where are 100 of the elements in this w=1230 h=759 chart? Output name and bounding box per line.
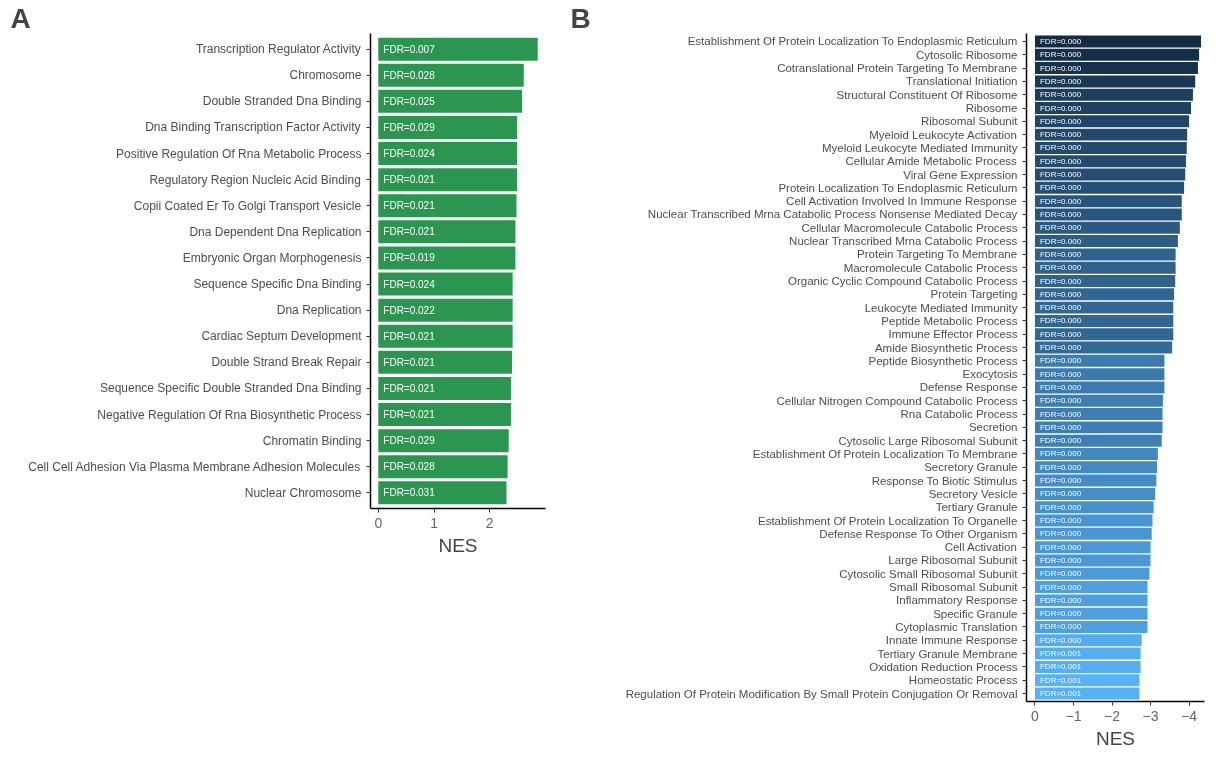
y-tick-label: Sequence Specific Double Stranded Dna Binding (99, 381, 362, 396)
annotation: FDR=0.000 (1039, 555, 1082, 565)
annotation: FDR=0.001 (1039, 675, 1082, 685)
annotation: FDR=0.000 (1039, 422, 1082, 432)
y-tick-label: Rna Catabolic Process (900, 408, 1018, 421)
annotation: FDR=0.000 (1039, 63, 1082, 73)
bar (378, 455, 508, 479)
annotation: FDR=0.000 (1039, 236, 1082, 246)
annotation: FDR=0.000 (1039, 143, 1082, 153)
y-tick-label: Chromatin Binding (262, 433, 362, 448)
annotation: FDR=0.029 (383, 121, 436, 133)
y-tick-label: Cell Activation (944, 541, 1017, 554)
y-tick-label: Embryonic Organ Morphogenesis (182, 250, 362, 265)
annotation: FDR=0.000 (1039, 303, 1082, 313)
annotation: FDR=0.000 (1039, 196, 1082, 206)
y-tick-label: Secretory Granule (924, 461, 1018, 474)
y-tick-label: Small Ribosomal Subunit (889, 581, 1019, 594)
y-tick-label: Large Ribosomal Subunit (888, 554, 1019, 567)
y-tick-label: Nuclear Transcribed Mrna Catabolic Process (789, 235, 1018, 248)
y-tick-label: Innate Immune Response (885, 634, 1018, 647)
annotation: FDR=0.000 (1039, 276, 1082, 286)
annotation: FDR=0.000 (1039, 502, 1082, 512)
y-tick-label: Translational Initiation (906, 75, 1018, 88)
y-tick-label: Oxidation Reduction Process (869, 660, 1018, 673)
bar (378, 115, 518, 139)
bar (378, 37, 538, 61)
y-tick-label: Sequence Specific Dna Binding (193, 277, 362, 292)
annotation: FDR=0.000 (1039, 622, 1082, 632)
y-tick-label: Cotranslational Protein Targeting To Membrane (777, 62, 1018, 75)
annotation: FDR=0.000 (1039, 76, 1082, 86)
annotation: FDR=0.000 (1039, 249, 1082, 259)
annotation: FDR=0.021 (383, 356, 436, 368)
annotation: FDR=0.021 (383, 226, 436, 238)
annotation: FDR=0.000 (1039, 130, 1082, 140)
annotation: FDR=0.000 (1039, 569, 1082, 579)
annotation: FDR=0.000 (1039, 595, 1082, 605)
y-tick-label: Cell Cell Adhesion Via Plasma Membrane Adhesion Molecules (28, 459, 361, 474)
annotation: FDR=0.000 (1039, 529, 1082, 539)
annotation: FDR=0.022 (383, 304, 436, 316)
y-tick-label: Negative Regulation Of Rna Biosynthetic Process (97, 407, 362, 422)
bar (378, 142, 518, 166)
annotation: FDR=0.000 (1039, 316, 1082, 326)
y-tick-label: Chromosome (289, 68, 362, 83)
y-tick-label: Exocytosis (962, 368, 1018, 381)
annotation: FDR=0.019 (383, 252, 436, 264)
bar (378, 194, 517, 218)
annotation: FDR=0.000 (1039, 369, 1082, 379)
y-tick-label: Secretion (968, 421, 1018, 434)
annotation: FDR=0.000 (1039, 103, 1082, 113)
annotation: FDR=0.000 (1039, 516, 1082, 526)
annotation: FDR=0.000 (1039, 409, 1082, 419)
annotation: FDR=0.000 (1039, 329, 1082, 339)
bar (378, 376, 511, 400)
annotation: FDR=0.000 (1039, 183, 1082, 193)
annotation: FDR=0.029 (383, 435, 436, 447)
bar (378, 63, 524, 87)
annotation: FDR=0.000 (1039, 582, 1082, 592)
y-tick-label: Ribosomal Subunit (920, 115, 1019, 128)
bar (378, 298, 513, 322)
y-tick-label: Inflammatory Response (896, 594, 1018, 607)
bar (378, 246, 516, 270)
annotation: FDR=0.031 (383, 487, 436, 499)
y-tick-label: Dna Binding Transcription Factor Activity (145, 120, 361, 135)
annotation: FDR=0.007 (383, 43, 436, 55)
annotation: FDR=0.021 (383, 382, 436, 394)
bar (378, 429, 509, 453)
x-tick-label: 1 (430, 514, 439, 531)
y-tick-label: Cellular Nitrogen Compound Catabolic Process (776, 394, 1018, 407)
y-tick-label: Secretory Vesicle (928, 487, 1018, 500)
y-tick-label: Establishment Of Protein Localization To Organelle (757, 514, 1018, 527)
annotation: FDR=0.001 (1039, 662, 1082, 672)
annotation: FDR=0.000 (1039, 356, 1082, 366)
bar (378, 481, 507, 505)
y-tick-label: Cellular Amide Metabolic Process (845, 155, 1018, 168)
y-tick-label: Copii Coated Er To Golgi Transport Vesicle (133, 198, 362, 213)
annotation: FDR=0.001 (1039, 649, 1082, 659)
annotation: FDR=0.000 (1039, 223, 1082, 233)
y-tick-label: Double Stranded Dna Binding (202, 94, 362, 109)
x-tick-label: −3 (1142, 707, 1159, 724)
annotation: FDR=0.000 (1039, 635, 1082, 645)
y-tick-label: Myeloid Leukocyte Activation (869, 128, 1017, 141)
annotation: FDR=0.000 (1039, 449, 1082, 459)
annotation: FDR=0.024 (383, 148, 436, 160)
y-tick-label: Dna Replication (276, 303, 362, 318)
y-tick-label: Specific Granule (933, 607, 1018, 620)
x-tick-label: −2 (1104, 707, 1121, 724)
y-tick-label: Defense Response To Other Organism (819, 527, 1018, 540)
y-tick-label: Cardiac Septum Development (201, 329, 363, 344)
y-tick-label: Cytoplasmic Translation (895, 620, 1018, 633)
y-tick-label: Nuclear Transcribed Mrna Catabolic Process Nonsense Mediated Decay (647, 208, 1018, 221)
y-tick-label: Cytosolic Small Ribosomal Subunit (839, 567, 1019, 580)
y-tick-label: Cytosolic Large Ribosomal Subunit (838, 434, 1019, 447)
y-tick-label: Macromolecule Catabolic Process (843, 261, 1018, 274)
annotation: FDR=0.021 (383, 330, 436, 342)
y-tick-label: Positive Regulation Of Rna Metabolic Process (116, 146, 362, 161)
x-tick-label: 0 (1031, 707, 1040, 724)
annotation: FDR=0.000 (1039, 263, 1082, 273)
y-tick-label: Nuclear Chromosome (244, 485, 362, 500)
annotation: FDR=0.000 (1039, 489, 1082, 499)
annotation: FDR=0.000 (1039, 382, 1082, 392)
